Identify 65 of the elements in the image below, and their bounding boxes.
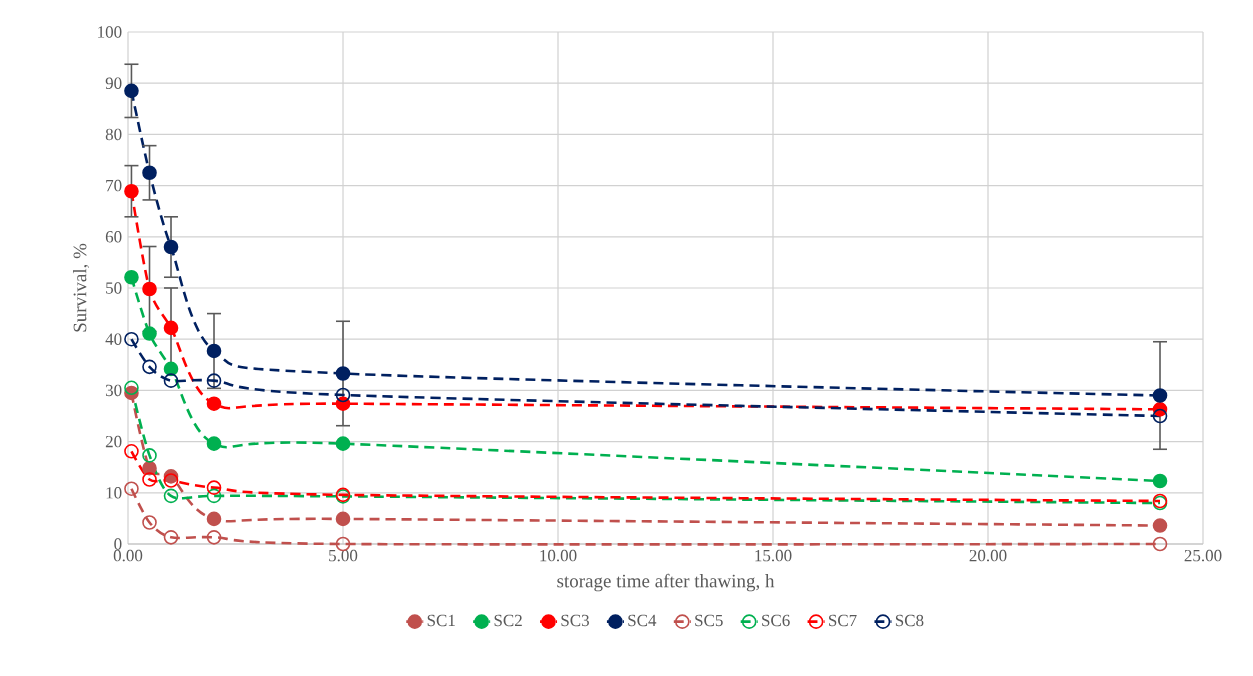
- x-tick-label: 5.00: [329, 549, 358, 562]
- y-tick-label: 60: [105, 231, 122, 243]
- point: [206, 396, 222, 411]
- x-tick-label: 10.00: [540, 549, 577, 562]
- point: [1152, 388, 1168, 403]
- y-tick-label: 90: [105, 77, 122, 89]
- point: [1152, 518, 1168, 533]
- point: [1152, 536, 1168, 552]
- y-tick-label: 100: [98, 26, 122, 38]
- point: [1152, 408, 1168, 424]
- point: [142, 448, 157, 463]
- point: [124, 481, 139, 496]
- point: [163, 373, 179, 388]
- point: [142, 165, 157, 181]
- point: [163, 488, 179, 504]
- x-tick-label: 15.00: [755, 549, 792, 562]
- point: [142, 326, 157, 341]
- point: [335, 436, 351, 451]
- point: [163, 320, 179, 336]
- point: [124, 380, 139, 396]
- point: [206, 480, 222, 495]
- point: [124, 183, 139, 199]
- legend-label: SC7: [829, 614, 857, 627]
- y-axis-title: Survival, %: [73, 243, 90, 332]
- legend-label: SC3: [561, 614, 589, 627]
- point: [206, 511, 222, 527]
- y-tick-label: 40: [105, 333, 122, 345]
- point: [142, 281, 157, 297]
- point: [335, 366, 351, 381]
- point: [163, 361, 179, 377]
- point: [1152, 473, 1168, 489]
- point: [335, 511, 351, 527]
- x-tick-label: 25.00: [1184, 549, 1222, 562]
- point: [163, 473, 179, 488]
- point: [124, 83, 139, 99]
- y-tick-label: 50: [106, 282, 122, 294]
- x-tick-label: 20.00: [969, 549, 1007, 562]
- legend-label: SC4: [628, 614, 657, 627]
- y-tick-label: 0: [114, 538, 122, 550]
- y-tick-label: 70: [106, 179, 122, 192]
- point: [206, 436, 222, 451]
- point: [163, 530, 179, 545]
- y-tick-label: 80: [105, 128, 122, 141]
- y-tick-label: 30: [105, 384, 122, 397]
- legend-label: SC5: [695, 614, 723, 627]
- point: [206, 373, 222, 388]
- legend-label: SC2: [494, 614, 522, 627]
- point: [124, 269, 139, 285]
- legend-label: SC6: [762, 614, 790, 627]
- point: [142, 359, 157, 375]
- point: [206, 343, 222, 359]
- point: [335, 387, 351, 403]
- point: [206, 488, 222, 504]
- legend-label: SC8: [895, 614, 924, 627]
- point: [142, 515, 157, 530]
- x-axis-title: storage time after thawing, h: [557, 573, 775, 592]
- point: [124, 331, 139, 347]
- point: [206, 530, 222, 545]
- y-tick-label: 10: [106, 487, 122, 499]
- legend-label: SC1: [427, 614, 455, 627]
- point: [142, 472, 157, 487]
- point: [163, 239, 179, 255]
- point: [124, 444, 139, 459]
- y-tick-label: 20: [105, 435, 122, 448]
- x-tick-label: 0.00: [113, 549, 143, 562]
